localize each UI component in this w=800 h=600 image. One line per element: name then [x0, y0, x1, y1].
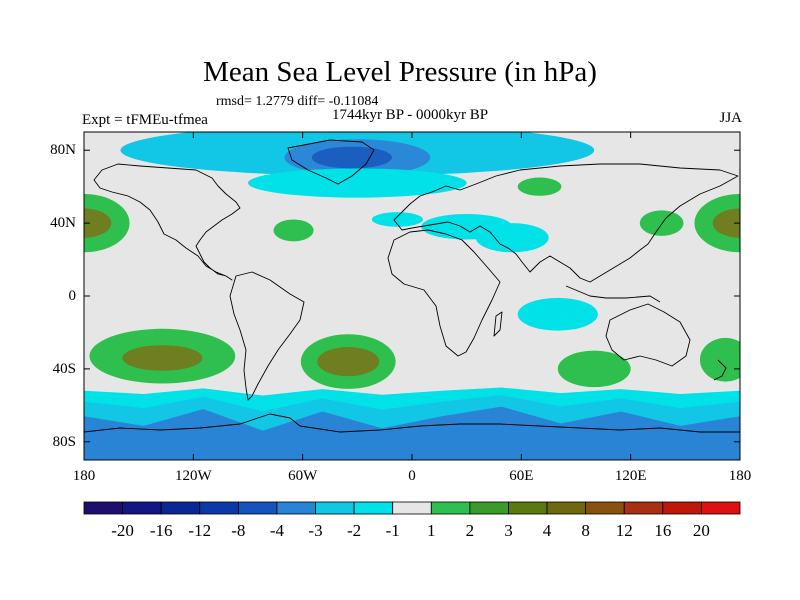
anomaly-region-south-tasman-high [699, 337, 740, 382]
lat-tick-label: 80N [50, 142, 76, 159]
lat-tick-label: 0 [68, 288, 77, 304]
rmsd-diff-stats: rmsd= 1.2779 diff= -0.11084 [216, 94, 379, 109]
coast-south-america [229, 271, 305, 401]
lat-tick-label: 40S [52, 360, 76, 377]
colorbar-swatch [122, 501, 162, 515]
anomaly-region-north-atlantic-low [248, 168, 467, 198]
colorbar-swatch [546, 501, 587, 515]
colorbar-swatch [392, 501, 432, 515]
lat-tick-label: 40N [50, 215, 76, 232]
colorbar-label: -12 [188, 521, 212, 540]
colorbar-swatch [160, 501, 201, 515]
colorbar-label: -3 [308, 521, 323, 540]
colorbar [83, 501, 741, 515]
coast-australia [605, 303, 691, 367]
colorbar-label: 1 [427, 521, 436, 540]
lon-tick-label: 60E [509, 468, 534, 484]
colorbar-swatch [585, 501, 625, 515]
coast-antarctica [84, 413, 740, 433]
lon-tick-label: 0 [408, 468, 416, 484]
colorbar-swatch [276, 501, 316, 515]
anomaly-region-south-pacific-high-core [122, 345, 203, 371]
coast-north-america [93, 163, 241, 281]
anomaly-region-north-pacific-high-west-core [84, 208, 112, 238]
colorbar-label: -20 [111, 521, 134, 540]
coast-africa [387, 229, 501, 357]
lon-tick-label: 60W [288, 468, 318, 484]
colorbar-label: -8 [231, 521, 246, 540]
colorbar-label: 4 [542, 521, 552, 540]
plot-title: Mean Sea Level Pressure (in hPa) [203, 56, 597, 88]
colorbar-swatch [623, 501, 664, 515]
coast-new-zealand [713, 359, 727, 381]
colorbar-swatch [237, 501, 278, 515]
colorbar-label: -16 [149, 521, 173, 540]
anomaly-region-arabia-low [475, 223, 549, 253]
season-label: JJA [719, 110, 742, 126]
colorbar-label: -1 [385, 521, 400, 540]
anomaly-region-japan-high [639, 210, 684, 236]
colorbar-swatch [701, 501, 741, 515]
colorbar-label: 20 [692, 521, 710, 540]
colorbar-swatch [199, 501, 239, 515]
colorbar-label: 12 [615, 521, 633, 540]
coast-indonesia [565, 285, 661, 303]
anomaly-region-south-indian-high [557, 350, 631, 388]
anomaly-region-south-atlantic-high-core [317, 347, 380, 377]
colorbar-swatch [83, 501, 123, 515]
anomaly-region-greenland-low-core [311, 146, 392, 169]
coastlines [84, 139, 740, 433]
anomaly-region-europe-low [371, 212, 423, 227]
colorbar-swatch [508, 501, 548, 515]
anomaly-region-indian-ocean-low [517, 297, 598, 331]
axis-ticks [83, 132, 741, 460]
anomaly-region-north-atlantic-high [273, 219, 314, 242]
colorbar-label: 3 [504, 521, 513, 540]
lon-tick-label: 180 [72, 468, 96, 484]
coast-madagascar [493, 311, 503, 337]
colorbar-label: 16 [654, 521, 672, 540]
colorbar-label: -2 [347, 521, 362, 540]
lon-tick-label: 120E [614, 468, 647, 484]
colorbar-swatch [430, 501, 471, 515]
experiment-label: Expt = tFMEu-tfmea [82, 112, 208, 128]
colorbar-label: 8 [581, 521, 590, 540]
colorbar-swatch [353, 501, 394, 515]
colorbar-swatch [469, 501, 509, 515]
lat-tick-label: 80S [52, 433, 76, 450]
time-period-subtitle: 1744kyr BP - 0000kyr BP [331, 107, 489, 123]
colorbar-swatch [315, 501, 355, 515]
coast-greenland [287, 139, 375, 185]
anomaly-region-asia-high [517, 177, 562, 196]
anomaly-region-north-pacific-high-east-core [712, 208, 740, 238]
colorbar-label: 2 [465, 521, 475, 540]
coast-europe-asia [393, 163, 739, 283]
lon-tick-label: 180 [728, 468, 752, 484]
southern-ocean-band-dark [84, 406, 740, 460]
anomaly-regions [84, 132, 740, 460]
lon-tick-label: 120W [174, 468, 212, 484]
colorbar-swatch [662, 501, 702, 515]
colorbar-label: -4 [269, 521, 285, 540]
